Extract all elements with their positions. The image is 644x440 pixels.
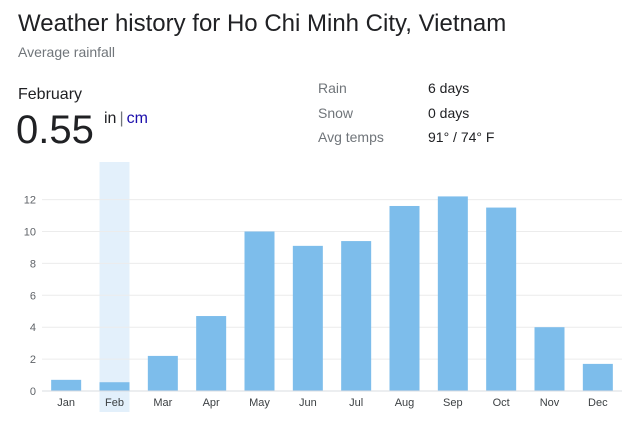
page-title: Weather history for Ho Chi Minh City, Vi… — [18, 10, 507, 37]
bar-jun[interactable] — [292, 245, 323, 391]
x-tick-label: May — [249, 397, 270, 409]
selected-month-highlight — [99, 162, 130, 412]
x-tick-label: Jun — [299, 397, 317, 409]
bar-may[interactable] — [244, 231, 275, 392]
x-tick-label: Aug — [395, 397, 415, 409]
y-tick-label: 12 — [24, 195, 36, 207]
page-subtitle: Average rainfall — [18, 44, 116, 60]
unit-separator: | — [119, 110, 124, 127]
bar-jan[interactable] — [51, 379, 82, 391]
unit-toggle: in | cm — [104, 110, 148, 128]
x-tick-label: Nov — [540, 397, 560, 409]
stat-label: Avg temps — [318, 129, 384, 145]
y-tick-label: 0 — [30, 386, 36, 398]
x-tick-label: Oct — [493, 397, 510, 409]
x-tick-label: Dec — [588, 397, 608, 409]
x-tick-label: Jul — [349, 397, 363, 409]
bar-aug[interactable] — [389, 205, 420, 391]
y-tick-label: 10 — [24, 227, 36, 239]
x-tick-label: Sep — [443, 397, 463, 409]
selected-rainfall-value: 0.55 — [16, 108, 94, 152]
bar-nov[interactable] — [534, 327, 565, 391]
x-tick-label: Feb — [105, 397, 124, 409]
y-tick-label: 2 — [30, 354, 36, 366]
x-tick-label: Apr — [203, 397, 220, 409]
stat-value: 91° / 74° F — [428, 129, 495, 145]
y-tick-label: 6 — [30, 290, 36, 302]
x-tick-label: Mar — [153, 397, 172, 409]
bar-dec[interactable] — [582, 363, 613, 391]
bar-mar[interactable] — [147, 355, 178, 391]
stat-row-snow: Snow 0 days — [318, 105, 558, 130]
stat-label: Snow — [318, 104, 354, 121]
stat-label: Rain — [318, 80, 347, 96]
bar-sep[interactable] — [437, 196, 468, 391]
stat-value: 0 days — [428, 104, 470, 121]
bar-apr[interactable] — [196, 316, 227, 391]
stat-row-rain: Rain 6 days — [318, 80, 558, 105]
unit-centimeters-link[interactable]: cm — [126, 110, 148, 127]
x-tick-label: Jan — [57, 397, 75, 409]
y-tick-label: 8 — [30, 258, 36, 270]
selected-month-label: February — [18, 86, 83, 103]
stat-row-avg-temps: Avg temps 91° / 74° F — [318, 129, 558, 154]
bar-jul[interactable] — [341, 241, 372, 391]
y-tick-label: 4 — [30, 322, 36, 334]
unit-inches-option[interactable]: in — [104, 110, 117, 127]
bar-oct[interactable] — [486, 207, 517, 391]
bar-feb[interactable] — [99, 382, 130, 391]
weather-stats: Rain 6 days Snow 0 days Avg temps 91° / … — [318, 80, 558, 154]
stat-value: 6 days — [428, 80, 470, 96]
